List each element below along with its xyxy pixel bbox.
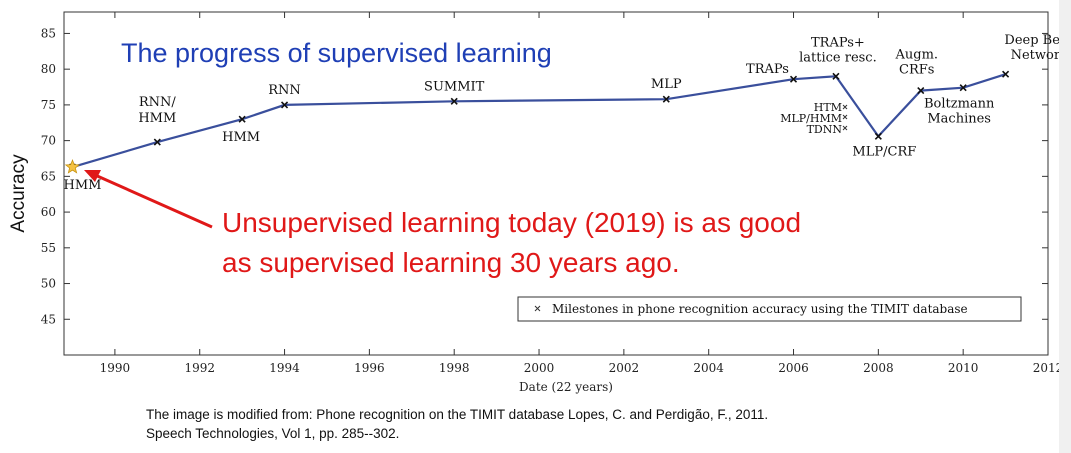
milestone-label: Augm. CRFs <box>894 48 938 78</box>
milestone-label-line: MLP/HMM <box>780 112 842 125</box>
milestone-label-line: HMM <box>222 130 260 145</box>
data-point <box>153 138 161 146</box>
milestone-label-line: SUMMIT <box>424 79 485 94</box>
milestone-label-line: HMM <box>138 111 176 126</box>
y-tick-label: 55 <box>41 241 56 255</box>
series-line <box>64 70 1010 174</box>
arrow-head-icon <box>84 170 101 182</box>
x-tick-label: 2002 <box>609 361 640 375</box>
y-tick-label: 45 <box>41 312 56 326</box>
milestone-label-line: Boltzmann <box>924 97 995 112</box>
y-tick-label: 75 <box>41 98 56 112</box>
milestone-label-line: HTM <box>814 101 842 114</box>
data-point <box>1002 70 1010 78</box>
x-tick-label: 2010 <box>948 361 979 375</box>
milestone-label: TRAPs+ lattice resc. <box>799 35 877 65</box>
milestone-label: MLP/CRF <box>852 144 916 159</box>
y-tick-label: 85 <box>41 26 56 40</box>
callout: Unsupervised learning today (2019) is as… <box>84 170 801 278</box>
milestone-label: Boltzmann Machines <box>924 97 995 127</box>
data-point <box>662 95 670 103</box>
milestone-label: RNN/HMM <box>138 95 176 126</box>
minor-point <box>842 125 848 131</box>
callout-arrow <box>94 173 213 229</box>
y-tick-label: 80 <box>41 62 56 76</box>
data-point <box>280 101 289 109</box>
milestone-label-line: Machines <box>927 112 991 127</box>
milestone-label-line: HMM <box>63 178 101 193</box>
x-tick-label: 2000 <box>524 361 555 375</box>
x-tick-label: 1998 <box>439 361 470 375</box>
milestone-label-line: Networks <box>1011 48 1071 63</box>
y-tick-label: 60 <box>41 205 56 219</box>
milestone-label: Deep BeliefNetworks <box>1004 33 1071 63</box>
x-tick-label: 1994 <box>269 361 300 375</box>
minor-point <box>842 114 848 120</box>
milestone-label: HTM MLP/HMM TDNN <box>780 101 842 136</box>
milestone-label-line: RNN/ <box>139 95 177 110</box>
milestone-label: HMM <box>222 130 260 145</box>
x-tick-label: 1990 <box>100 361 131 375</box>
x-tick-label: 2006 <box>778 361 809 375</box>
callout-text: as supervised learning 30 years ago. <box>222 247 680 278</box>
y-tick-label: 50 <box>41 277 56 291</box>
milestone-label-line: TRAPs+ <box>811 35 865 50</box>
milestone-label-line: CRFs <box>899 63 934 78</box>
data-point <box>874 132 882 140</box>
milestone-label: HMM <box>63 178 101 193</box>
chart-axes: 45 50 55 60 65 70 75 80 85 1990 1992 1994 1996 1998 20… <box>8 11 1064 394</box>
x-axis-label: Date (22 years) <box>519 380 613 394</box>
caption: The image is modified from: Phone recogn… <box>146 405 768 443</box>
data-point <box>238 115 246 123</box>
milestone-label-line: lattice resc. <box>799 50 877 65</box>
caption-line: The image is modified from: Phone recogn… <box>146 407 769 422</box>
x-tick-label: 1992 <box>184 361 215 375</box>
milestone-label-line: TDNN <box>807 123 843 136</box>
y-tick-label: 65 <box>41 169 56 183</box>
star-icon <box>64 158 81 174</box>
data-point <box>789 75 798 83</box>
milestone-label-line: MLP <box>651 77 682 92</box>
legend-marker <box>534 305 541 312</box>
callout-text: Unsupervised learning today (2019) is as… <box>222 207 801 238</box>
milestone-label: TRAPs <box>746 62 789 77</box>
right-edge-strip <box>1059 0 1071 453</box>
x-tick-label: 2008 <box>863 361 894 375</box>
y-axis-label: Accuracy <box>8 154 29 233</box>
caption-line: Speech Technologies, Vol 1, pp. 285--302… <box>146 426 400 441</box>
minor-point <box>842 104 848 110</box>
milestone-label-line: Deep Belief <box>1004 33 1071 48</box>
milestone-label: MLP <box>651 77 682 92</box>
legend-label: Milestones in phone recognition accuracy… <box>552 302 968 316</box>
x-tick-label: 2004 <box>693 361 724 375</box>
milestone-label: RNN <box>268 83 301 98</box>
plot-frame <box>63 11 1049 356</box>
x-tick-label: 1996 <box>354 361 385 375</box>
y-tick-label: 70 <box>41 134 56 148</box>
data-point <box>959 84 967 92</box>
milestone-label-line: TRAPs <box>746 62 789 77</box>
milestone-label-line: RNN <box>268 83 301 98</box>
data-point <box>917 87 925 95</box>
milestone-label-line: Augm. <box>894 48 938 63</box>
milestone-label-line: MLP/CRF <box>852 144 916 159</box>
chart-title: The progress of supervised learning <box>121 38 552 68</box>
legend-box <box>517 296 1022 322</box>
accuracy-chart: The progress of supervised learning 45 50… <box>8 11 1071 394</box>
data-point <box>832 72 840 80</box>
data-point <box>450 97 458 105</box>
milestone-label: SUMMIT <box>424 79 485 94</box>
x-tick-label: 2012 <box>1033 361 1064 375</box>
accuracy-line <box>72 73 1006 169</box>
chart-legend: Milestones in phone recognition accuracy… <box>517 296 1022 322</box>
